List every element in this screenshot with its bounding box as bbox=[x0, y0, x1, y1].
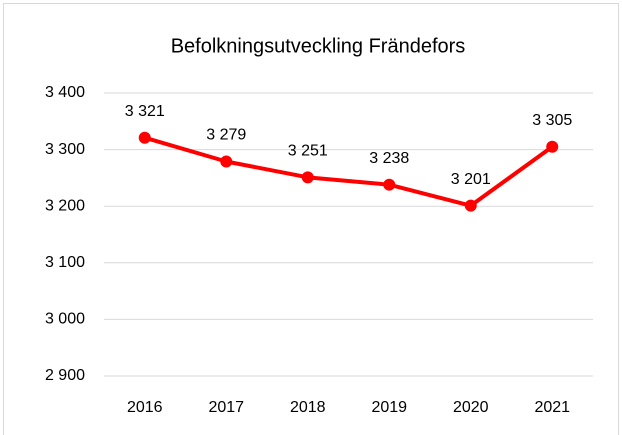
chart-border bbox=[3, 3, 619, 435]
data-label: 3 251 bbox=[288, 143, 328, 160]
y-tick-label: 3 000 bbox=[45, 311, 85, 328]
point bbox=[138, 131, 151, 144]
data-label: 3 279 bbox=[206, 127, 246, 144]
x-tick-label: 2016 bbox=[127, 399, 163, 416]
point bbox=[464, 199, 477, 212]
data-label: 3 305 bbox=[532, 112, 572, 129]
y-tick-label: 3 400 bbox=[45, 84, 85, 101]
x-tick-label: 2021 bbox=[534, 399, 570, 416]
x-tick-label: 2017 bbox=[208, 399, 244, 416]
data-label: 3 321 bbox=[125, 103, 165, 120]
y-tick-label: 3 200 bbox=[45, 197, 85, 214]
chart-title: Befolkningsutveckling Frändefors bbox=[171, 35, 466, 57]
data-label: 3 238 bbox=[369, 150, 409, 167]
line bbox=[144, 135, 554, 208]
point bbox=[220, 155, 233, 168]
point bbox=[546, 140, 559, 153]
point bbox=[383, 178, 396, 191]
point bbox=[301, 171, 314, 184]
data-label: 3 201 bbox=[451, 171, 491, 188]
x-tick-label: 2020 bbox=[453, 399, 489, 416]
y-tick-label: 2 900 bbox=[45, 367, 85, 384]
x-tick-label: 2018 bbox=[290, 399, 326, 416]
y-tick-label: 3 100 bbox=[45, 254, 85, 271]
y-tick-label: 3 300 bbox=[45, 141, 85, 158]
x-tick-label: 2019 bbox=[371, 399, 407, 416]
